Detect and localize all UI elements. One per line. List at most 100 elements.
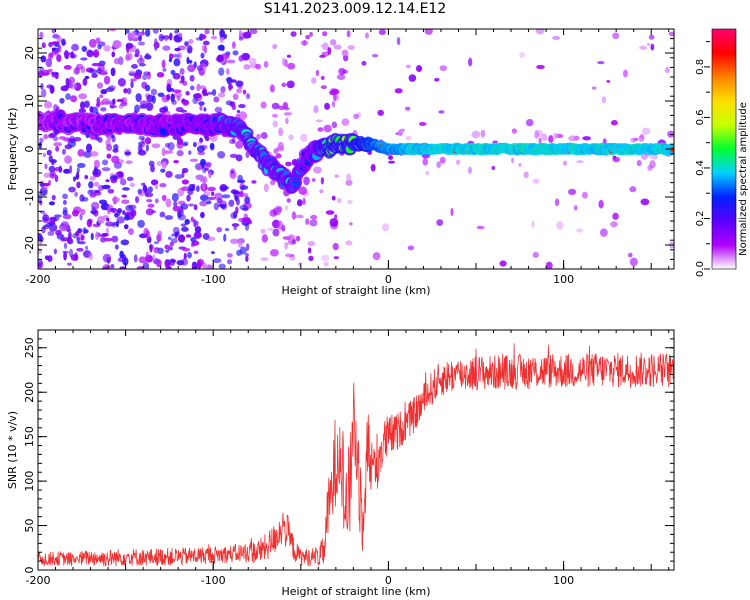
spectrogram-noise-cell	[535, 29, 545, 35]
spectrogram-noise-cell	[53, 142, 63, 147]
spectrogram-noise-cell	[51, 50, 59, 56]
spectrogram-noise-cell	[79, 213, 83, 221]
spectrogram-noise-cell	[177, 234, 186, 243]
spectrogram-noise-cell	[610, 221, 618, 228]
spectrogram-noise-cell	[47, 230, 55, 237]
spectrogram-noise-cell	[150, 88, 158, 96]
spectrogram-noise-cell	[185, 90, 190, 96]
spectrogram-noise-cell	[106, 153, 112, 159]
spectrogram-noise-cell	[303, 176, 310, 186]
spectrogram-noise-cell	[347, 44, 356, 51]
spectrogram-noise-cell	[468, 57, 473, 67]
spectrogram-noise-cell	[260, 257, 269, 262]
spectrogram-noise-cell	[179, 68, 185, 75]
spectrogram-noise-cell	[346, 30, 351, 38]
spectrogram-noise-cell	[531, 220, 535, 229]
spectrogram-noise-cell	[39, 137, 44, 143]
spectrogram-noise-cell	[193, 231, 202, 239]
spectrogram-noise-cell	[220, 86, 226, 93]
spectrogram-noise-cell	[42, 152, 46, 157]
spectrogram-noise-cell	[181, 179, 189, 185]
spectrogram-noise-cell	[317, 127, 324, 132]
spectrogram-noise-cell	[285, 117, 289, 125]
spectrogram-noise-cell	[48, 201, 56, 206]
spectrogram-noise-cell	[199, 104, 203, 111]
colorbar-tick-label: 0.2	[695, 211, 706, 227]
spectrogram-noise-cell	[74, 191, 78, 197]
spectrogram-noise-cell	[230, 170, 234, 174]
spectrogram-noise-cell	[341, 118, 350, 126]
spectrogram-noise-cell	[113, 144, 119, 151]
spectrogram-noise-cell	[131, 64, 138, 69]
spectrogram-noise-cell	[305, 34, 311, 40]
spectrogram-noise-cell	[236, 109, 241, 114]
spectrogram-noise-cell	[235, 80, 244, 87]
spectrogram-noise-cell	[204, 161, 212, 167]
spectrogram-noise-cell	[44, 163, 48, 170]
spectrogram-noise-cell	[120, 239, 130, 246]
spectrogram-noise-cell	[174, 92, 183, 98]
spectrogram-noise-cell	[172, 89, 182, 94]
spectrogram-noise-cell	[128, 70, 135, 75]
spectrogram-noise-cell	[438, 110, 445, 114]
spectrogram-noise-cell	[309, 31, 313, 37]
spectrogram-noise-cell	[313, 166, 322, 174]
spectrogram-noise-cell	[49, 85, 55, 94]
spectrogram-noise-cell	[167, 142, 175, 151]
spectrogram-noise-cell	[125, 42, 134, 49]
spectrogram-noise-cell	[610, 120, 618, 126]
spectrogram-noise-cell	[116, 98, 125, 103]
spectrogram-noise-cell	[320, 177, 324, 185]
spectrogram-noise-cell	[126, 176, 134, 182]
spectrogram-noise-cell	[204, 136, 210, 142]
spectrogram-noise-cell	[125, 54, 131, 61]
spectrogram-noise-cell	[68, 186, 76, 193]
spectrogram-noise-cell	[194, 225, 202, 234]
spectrogram-noise-cell	[332, 242, 339, 251]
spectrogram-noise-cell	[143, 227, 149, 237]
snr-y-tick-label: 150	[23, 426, 36, 447]
snr-y-tick-label: 0	[23, 567, 36, 574]
spectrogram-noise-cell	[388, 155, 394, 160]
spectrogram-noise-cell	[199, 178, 206, 183]
spectrogram-noise-cell	[230, 238, 239, 244]
spectrogram-noise-cell	[199, 200, 208, 207]
spectrogram-noise-cell	[231, 41, 236, 49]
spectrogram-noise-cell	[202, 265, 207, 269]
spectrogram-noise-cell	[246, 243, 250, 251]
spectrogram-noise-cell	[229, 153, 238, 158]
spectrogram-noise-cell	[235, 197, 240, 206]
spectrogram-noise-cell	[297, 261, 301, 267]
spectrogram-noise-cell	[639, 45, 648, 50]
spectrogram-noise-cell	[170, 69, 176, 75]
spectrogram-noise-cell	[38, 258, 43, 267]
spectrogram-noise-cell	[189, 74, 195, 82]
spectrogram-noise-cell	[153, 241, 159, 245]
spectrogram-noise-cell	[260, 132, 268, 140]
spectrogram-noise-cell	[190, 216, 194, 223]
spectrogram-noise-cell	[649, 154, 659, 160]
spectrogram-noise-cell	[79, 101, 86, 110]
spectrogram-noise-cell	[196, 65, 203, 72]
spectrogram-noise-cell	[161, 194, 167, 202]
spectrogram-noise-cell	[232, 93, 239, 100]
spectrogram-noise-cell	[125, 160, 133, 165]
spectrogram-noise-cell	[61, 38, 66, 46]
spectrogram-noise-cell	[248, 57, 257, 65]
spectrogram-noise-cell	[197, 140, 202, 145]
spectrogram-noise-cell	[492, 140, 498, 144]
spectrogram-noise-cell	[164, 244, 170, 250]
spectrogram-noise-cell	[650, 43, 655, 51]
spectrogram-noise-cell	[518, 162, 522, 167]
spectrogram-noise-cell	[88, 38, 97, 48]
spectrogram-noise-cell	[38, 141, 42, 149]
spectrogram-noise-cell	[138, 256, 147, 264]
spectrogram-noise-cell	[331, 101, 336, 108]
spectrogram-noise-cell	[422, 157, 428, 166]
spectrogram-noise-cell	[176, 95, 181, 101]
spectrogram-noise-cell	[71, 209, 79, 217]
spectrogram-noise-cell	[172, 205, 181, 212]
spectrogram-noise-cell	[97, 215, 105, 224]
spectrogram-noise-cell	[405, 135, 412, 141]
snr-y-axis-label: SNR (10 * v/v)	[6, 411, 19, 489]
